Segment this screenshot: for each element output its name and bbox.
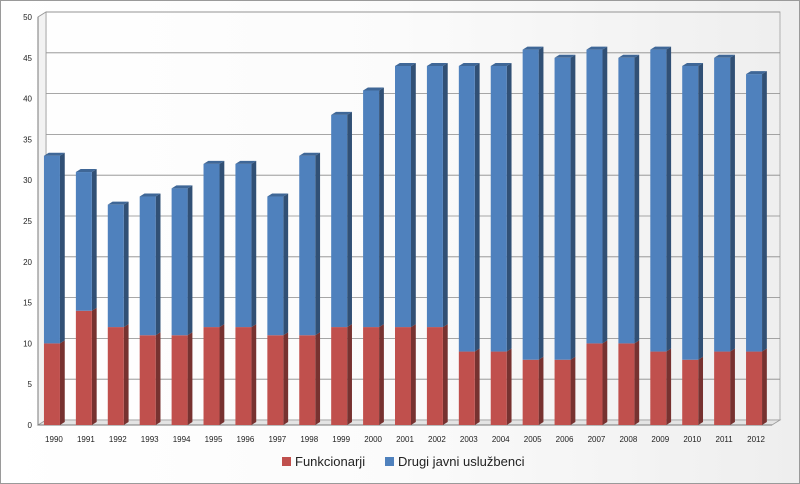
- bar-segment: [714, 348, 735, 425]
- legend-swatch: [282, 457, 291, 466]
- bar-segment: [395, 324, 416, 425]
- y-tick-label: 50: [23, 13, 32, 22]
- x-tick-label: 1999: [332, 435, 350, 444]
- x-tick-label: 2011: [716, 435, 734, 444]
- bar-segment: [395, 62, 416, 328]
- x-tick-label: 2010: [683, 435, 701, 444]
- y-tick-label: 35: [23, 135, 32, 144]
- x-tick-label: 1990: [45, 435, 63, 444]
- x-tick-label: 2001: [396, 435, 414, 444]
- bar-segment: [139, 332, 161, 425]
- bar-segment: [235, 160, 257, 328]
- y-tick-label: 25: [23, 217, 32, 226]
- legend-swatch: [385, 457, 394, 466]
- bar-segment: [75, 307, 97, 425]
- bar-segment: [203, 160, 225, 328]
- bar-segment: [267, 193, 289, 336]
- x-tick-label: 2012: [747, 435, 765, 444]
- bar-segment: [650, 348, 672, 425]
- x-tick-label: 2004: [492, 435, 510, 444]
- bar-segment: [458, 348, 480, 425]
- bar-segment: [363, 87, 384, 328]
- x-tick-label: 1997: [268, 435, 286, 444]
- y-tick-label: 45: [23, 54, 32, 63]
- bar-segment: [490, 348, 512, 425]
- legend-label: Drugi javni uslužbenci: [398, 454, 525, 469]
- bar-segment: [43, 152, 65, 344]
- bar-segment: [363, 324, 384, 425]
- legend-item: Drugi javni uslužbenci: [385, 454, 525, 469]
- x-tick-label: 1996: [237, 435, 255, 444]
- bar-segment: [714, 54, 735, 352]
- legend-label: Funkcionarji: [295, 454, 365, 469]
- bar-segment: [650, 46, 672, 352]
- bar-segment: [746, 348, 767, 425]
- bar-segment: [75, 169, 97, 311]
- bar-segment: [299, 152, 321, 336]
- bar-segment: [107, 201, 129, 328]
- bar-segment: [522, 356, 544, 425]
- y-tick-labels: 0 5 10 15 20 25 30 35 40 45 50: [23, 13, 32, 430]
- bar-segment: [331, 111, 352, 328]
- bar-segment: [43, 340, 65, 425]
- x-tick-label: 1995: [205, 435, 223, 444]
- x-tick-label: 2000: [364, 435, 382, 444]
- y-tick-label: 10: [23, 339, 32, 348]
- x-tick-label: 1993: [141, 435, 159, 444]
- bar-segment: [203, 324, 225, 425]
- x-tick-label: 2003: [460, 435, 478, 444]
- bar-segment: [618, 54, 640, 344]
- bar-segment: [586, 340, 608, 425]
- bar-segment: [299, 332, 321, 425]
- x-tick-label: 2002: [428, 435, 446, 444]
- bar-segment: [426, 324, 448, 425]
- bar-segment: [554, 54, 576, 360]
- bars: [43, 46, 767, 425]
- bar-segment: [618, 340, 640, 425]
- bar-segment: [426, 62, 448, 328]
- bar-segment: [746, 71, 767, 352]
- bar-segment: [554, 356, 576, 425]
- bar-segment: [171, 332, 193, 425]
- bar-segment: [682, 62, 704, 360]
- bar-segment: [171, 185, 193, 336]
- bar-segment: [267, 332, 289, 425]
- bar-segment: [458, 62, 480, 352]
- y-tick-label: 40: [23, 95, 32, 104]
- bar-segment: [522, 46, 544, 360]
- y-tick-label: 15: [23, 299, 32, 308]
- y-tick-label: 0: [28, 421, 33, 430]
- y-tick-label: 30: [23, 176, 32, 185]
- x-tick-label: 1994: [173, 435, 191, 444]
- x-tick-label: 2006: [556, 435, 574, 444]
- bar-segment: [682, 356, 704, 425]
- x-tick-label: 1998: [300, 435, 318, 444]
- x-tick-label: 2005: [524, 435, 542, 444]
- x-tick-label: 2008: [619, 435, 637, 444]
- bar-segment: [490, 62, 512, 352]
- y-tick-label: 20: [23, 258, 32, 267]
- bar-segment: [107, 324, 129, 425]
- legend-item: Funkcionarji: [282, 454, 365, 469]
- x-tick-labels: 1990 1991 1992 1993 1994 1995 1996 1997 1998 1999…: [45, 435, 765, 444]
- legend: Funkcionarji Drugi javni uslužbenci: [282, 454, 525, 469]
- bar-segment: [586, 46, 608, 344]
- y-tick-label: 5: [28, 380, 33, 389]
- x-tick-label: 1992: [109, 435, 127, 444]
- x-tick-label: 2007: [588, 435, 606, 444]
- x-tick-label: 1991: [77, 435, 95, 444]
- bar-segment: [139, 193, 161, 336]
- bar-segment: [331, 324, 352, 425]
- bar-segment: [235, 324, 257, 425]
- x-tick-label: 2009: [651, 435, 669, 444]
